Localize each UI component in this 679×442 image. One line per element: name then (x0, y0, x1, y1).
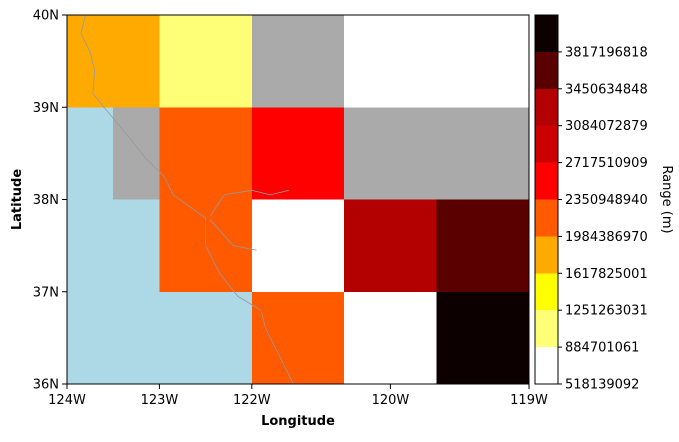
x-tick-label: 122W (233, 393, 271, 408)
colorbar-tick-label: 884701061 (565, 341, 639, 356)
colorbar-segment (535, 273, 558, 311)
heatmap-cell (344, 291, 437, 384)
colorbar-ticks: 518139092 884701061 1251263031 1617825001 19… (558, 45, 648, 393)
y-axis-ticks: 36N 37N 38N 39N 40N (33, 9, 67, 393)
colorbar-tick-label: 2350948940 (565, 193, 648, 208)
colorbar-segment (535, 162, 558, 200)
heatmap-cell (251, 291, 345, 384)
colorbar (534, 14, 559, 385)
heatmap-cell (251, 199, 345, 292)
y-axis-title: Latitude (10, 169, 25, 231)
x-tick-label: 123W (141, 393, 179, 408)
y-tick-label: 38N (33, 193, 59, 208)
colorbar-tick-label: 1617825001 (565, 267, 648, 282)
x-tick-label: 124W (48, 393, 86, 408)
heatmap-cell (344, 107, 529, 200)
heatmap-cell (159, 15, 252, 108)
bay-outline (209, 189, 289, 217)
colorbar-title: Range (m) (659, 165, 674, 233)
colorbar-tick-label: 2717510909 (565, 156, 648, 171)
colorbar-tick-label: 3084072879 (565, 119, 648, 134)
coastline (80, 14, 294, 385)
colorbar-tick-label: 518139092 (565, 378, 639, 393)
colorbar-segment (535, 236, 558, 274)
heatmap-cell (159, 107, 252, 200)
x-axis-title: Longitude (261, 414, 335, 429)
heatmap-cells (67, 15, 529, 384)
colorbar-segment (535, 199, 558, 237)
y-tick-label: 40N (33, 9, 59, 24)
y-tick-label: 36N (33, 378, 59, 393)
colorbar-tick-label: 3817196818 (565, 45, 648, 60)
colorbar-segment (535, 347, 558, 384)
heatmap-cell (344, 15, 529, 108)
colorbar-segment (535, 51, 558, 89)
y-tick-label: 39N (33, 101, 59, 116)
x-tick-label: 119W (510, 393, 548, 408)
bay-outline (209, 219, 257, 251)
colorbar-tick-label: 3450634848 (565, 82, 648, 97)
heatmap-cell (436, 291, 529, 384)
x-axis-ticks: 124W 123W 122W 120W 119W (48, 384, 548, 408)
colorbar-tick-label: 1984386970 (565, 230, 648, 245)
heatmap-cell (436, 199, 529, 292)
x-tick-label: 120W (372, 393, 410, 408)
colorbar-segment (535, 15, 558, 52)
colorbar-segment (535, 310, 558, 348)
colorbar-tick-label: 1251263031 (565, 304, 648, 319)
heatmap-cell (344, 199, 437, 292)
y-tick-label: 37N (33, 285, 59, 300)
heatmap-cell (67, 15, 160, 108)
coastline-path (80, 14, 294, 385)
colorbar-segment (535, 88, 558, 126)
heatmap-cell (113, 107, 160, 200)
heatmap-cell (251, 15, 345, 108)
heatmap-cell (251, 107, 345, 200)
colorbar-segment (535, 125, 558, 163)
